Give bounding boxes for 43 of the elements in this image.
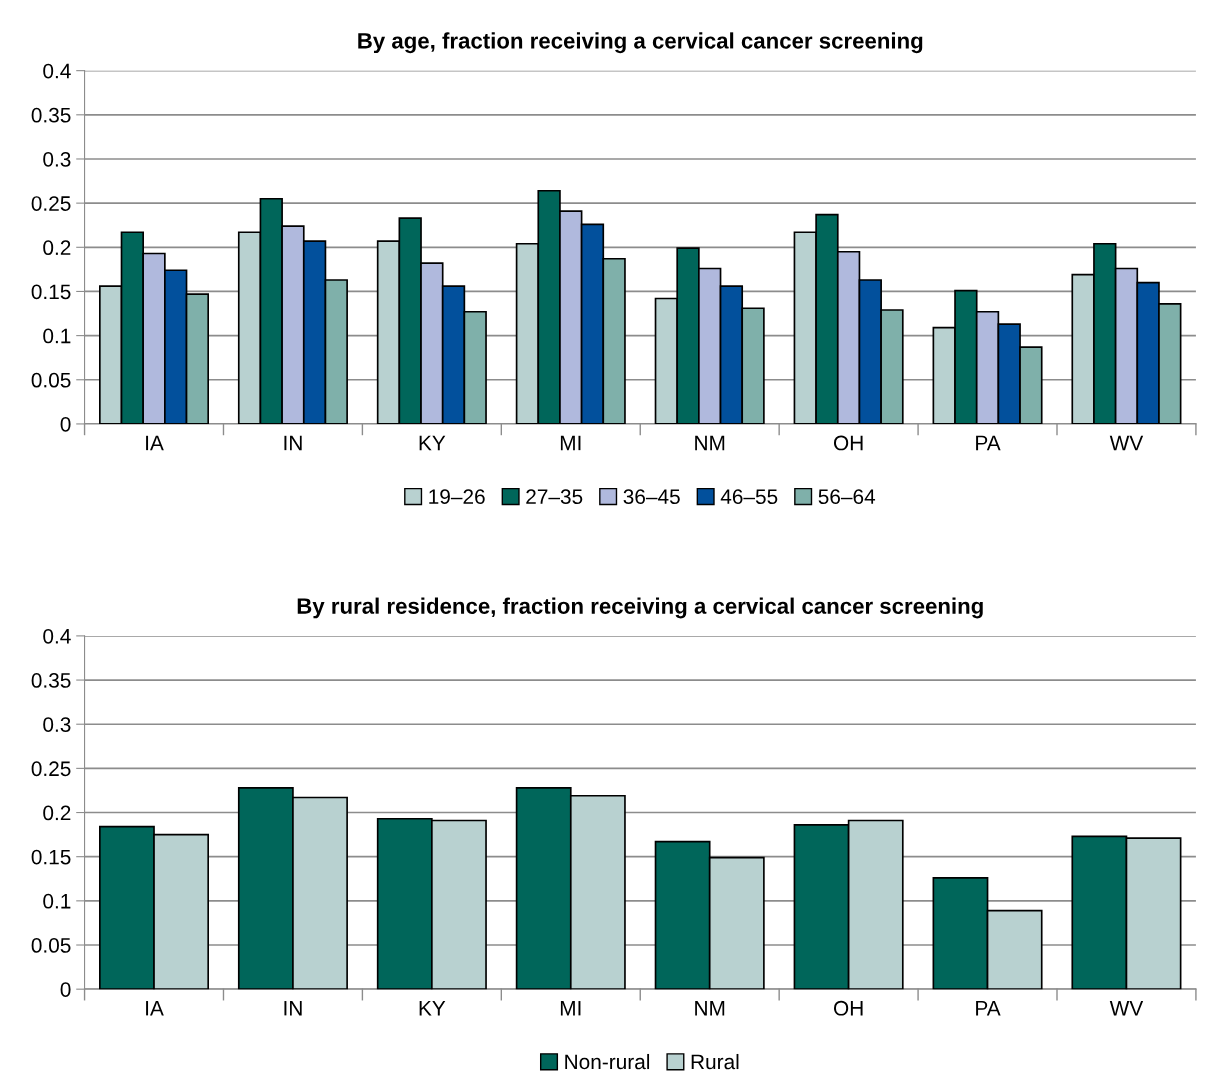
y-tick-label: 0.3: [43, 151, 71, 167]
y-tick-label: 0.15: [31, 849, 71, 865]
legend-label: Non-rural: [565, 1053, 650, 1070]
x-tick-label: PA: [976, 435, 1001, 451]
legend-label: 27–35: [526, 489, 583, 505]
chart-title: By rural residence, fraction receiving a cervical cancer screening: [297, 597, 983, 619]
x-tick-label: NM: [695, 435, 725, 451]
y-tick-label: 0.2: [43, 240, 71, 256]
x-tick-label: IN: [284, 435, 302, 451]
x-tick-label: MI: [560, 435, 581, 451]
legend-label: 46–55: [720, 489, 778, 505]
y-tick-label: 0.1: [43, 893, 71, 909]
y-tick-label: 0: [60, 416, 71, 432]
x-tick-label: WV: [1109, 1001, 1144, 1016]
legend-label: 19–26: [429, 489, 485, 505]
x-tick-label: IN: [284, 1001, 302, 1016]
y-tick-label: 0.25: [31, 196, 71, 211]
x-tick-label: PA: [976, 1001, 1001, 1016]
x-tick-label: OH: [833, 1000, 863, 1016]
x-tick-label: NM: [695, 1001, 725, 1016]
x-tick-label: WV: [1109, 435, 1144, 451]
x-tick-label: MI: [560, 1001, 581, 1016]
y-tick-label: 0.05: [31, 372, 71, 388]
y-tick-label: 0.4: [43, 628, 71, 644]
x-tick-label: KY: [419, 435, 446, 451]
y-tick-label: 0.15: [31, 284, 71, 300]
x-tick-label: OH: [833, 435, 863, 451]
y-tick-label: 0.35: [31, 673, 71, 688]
y-tick-label: 0.1: [43, 328, 71, 344]
y-tick-label: 0.35: [31, 107, 71, 123]
legend-label: 36–45: [623, 489, 680, 505]
x-tick-label: KY: [419, 1001, 446, 1016]
x-tick-label: IA: [146, 1001, 164, 1016]
y-tick-label: 0.2: [43, 805, 71, 821]
chart-title: By age, fraction receiving a cervical cancer screening: [358, 32, 923, 54]
x-tick-label: IA: [146, 435, 164, 451]
y-tick-label: 0.4: [43, 63, 71, 79]
y-tick-label: 0: [60, 982, 71, 997]
y-tick-label: 0.3: [43, 717, 71, 732]
legend-label: Rural: [691, 1053, 739, 1070]
legend-label: 56–64: [818, 489, 876, 505]
y-tick-label: 0.25: [31, 761, 71, 777]
y-tick-label: 0.05: [31, 938, 71, 953]
